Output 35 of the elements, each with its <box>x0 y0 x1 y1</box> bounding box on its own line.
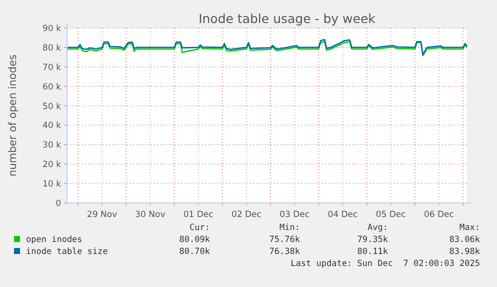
text: Max: <box>460 223 480 233</box>
y-tick-label: 60 k <box>42 82 62 92</box>
x-tick-label: 03 Dec <box>280 210 310 220</box>
y-tick-label: 50 k <box>42 102 62 112</box>
y-tick-label: 30 k <box>42 140 62 151</box>
text: 79.35k <box>357 235 388 245</box>
text: 76.38k <box>269 247 300 257</box>
x-tick-label: 30 Nov <box>135 210 166 220</box>
text: 83.98k <box>449 247 480 257</box>
text: Min: <box>280 223 300 233</box>
text: 80.11k <box>357 247 388 257</box>
y-tick-label: 40 k <box>42 121 62 132</box>
x-tick-label: 29 Nov <box>87 210 118 220</box>
x-tick-label: 05 Dec <box>376 210 406 220</box>
text: 75.76k <box>269 235 300 245</box>
text: 80.09k <box>179 235 210 245</box>
x-tick-label: 06 Dec <box>424 210 454 220</box>
y-tick-label: 90 k <box>42 24 62 34</box>
y-tick-label: 20 k <box>42 160 62 170</box>
legend-label: open inodes <box>26 235 82 245</box>
x-tick-label: 02 Dec <box>231 210 262 220</box>
x-tick-label: 01 Dec <box>183 210 214 220</box>
text: 80.70k <box>179 247 210 257</box>
text: 83.06k <box>449 235 480 245</box>
y-tick-label: 10 k <box>42 180 62 190</box>
chart-title: Inode table usage - by week <box>198 11 376 26</box>
y-tick-label: 70 k <box>42 62 62 73</box>
y-axis-title: number of open inodes <box>7 54 19 176</box>
y-tick-label: 80 k <box>42 43 62 54</box>
text: Last update: Sun Dec 7 02:00:03 2025 <box>290 259 480 269</box>
text: Avg: <box>368 223 388 233</box>
y-tick-label: 0 <box>56 199 61 209</box>
x-tick-label: 04 Dec <box>328 210 358 220</box>
legend-label: inode table size <box>26 247 108 257</box>
text: Cur: <box>190 223 210 233</box>
